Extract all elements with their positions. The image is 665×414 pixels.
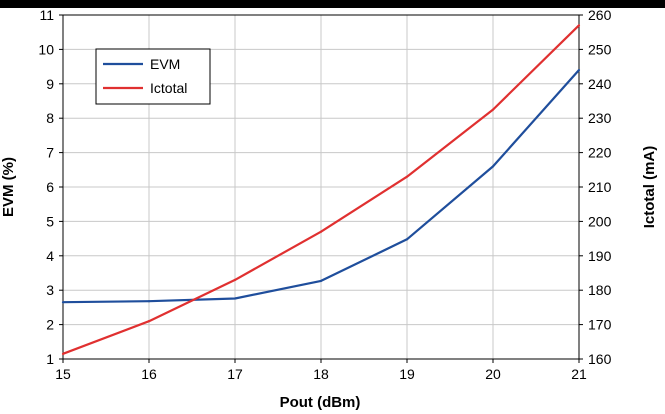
data-point-evm [319,279,323,283]
right-tick-label: 230 [588,110,612,126]
right-tick-label: 180 [588,282,612,298]
data-point-ictotal [147,320,151,323]
left-tick-label: 4 [46,248,54,264]
right-tick-label: 220 [588,145,612,161]
data-point-ictotal [491,108,495,111]
right-y-axis-title: Ictotal (mA) [641,146,658,229]
data-point-evm [233,297,237,300]
data-point-evm [61,301,65,304]
left-tick-label: 1 [46,351,54,367]
left-tick-label: 3 [46,282,54,298]
data-point-ictotal [405,175,409,178]
left-tick-labels: 1 2 3 4 5 6 7 8 9 10 11 [38,7,63,367]
legend: EVM Ictotal [95,48,211,105]
x-tick-label: 18 [313,366,329,382]
data-point-ictotal [233,278,237,281]
right-tick-label: 190 [588,248,612,264]
x-tick-label: 17 [227,366,243,382]
left-tick-label: 9 [46,76,54,92]
legend-box [95,48,211,105]
legend-ictotal-label: Ictotal [150,80,187,96]
right-tick-label: 170 [588,317,612,333]
right-tick-label: 260 [588,7,612,23]
x-tick-label: 16 [141,366,157,382]
x-tick-label: 20 [485,366,501,382]
left-tick-label: 7 [46,145,54,161]
data-point-evm [491,165,495,168]
left-tick-label: 10 [38,41,54,57]
x-tick-labels: 15 16 17 18 19 20 21 [55,359,587,382]
x-axis-title: Pout (dBm) [280,394,361,411]
data-point-evm [405,238,409,241]
data-point-ictotal [61,352,65,355]
data-point-evm [577,68,581,72]
left-y-axis-title: EVM (%) [0,157,17,217]
right-tick-label: 210 [588,179,612,195]
left-tick-label: 8 [46,110,54,126]
right-tick-label: 250 [588,41,612,57]
series-lines [61,24,581,355]
data-point-ictotal [319,230,323,233]
x-tick-label: 21 [571,366,587,382]
x-tick-label: 15 [55,366,71,382]
left-tick-label: 11 [39,7,54,23]
right-tick-label: 200 [588,213,612,229]
left-tick-label: 2 [46,317,54,333]
x-tick-label: 19 [399,366,415,382]
data-point-ictotal [577,24,581,27]
left-tick-label: 5 [46,213,54,229]
right-tick-label: 160 [588,351,612,367]
legend-evm-label: EVM [150,56,180,72]
data-point-evm [147,300,151,303]
left-tick-label: 6 [46,179,54,195]
right-tick-label: 240 [588,76,612,92]
top-border-bar [0,0,665,8]
right-tick-labels: 160 170 180 190 200 210 220 230 240 250 260 [579,7,612,367]
